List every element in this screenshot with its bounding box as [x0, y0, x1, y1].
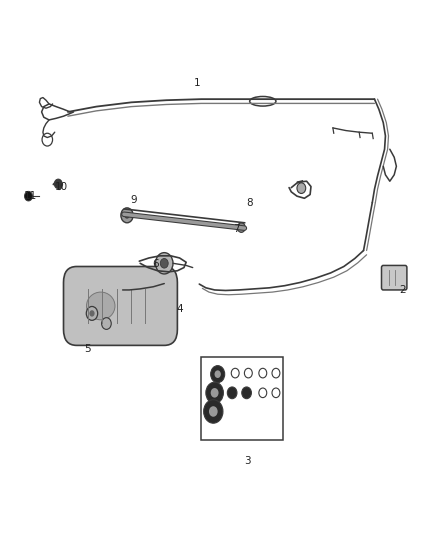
Circle shape	[211, 388, 219, 398]
Circle shape	[206, 382, 223, 403]
Text: 1: 1	[194, 78, 201, 87]
Text: 4: 4	[176, 304, 183, 314]
Ellipse shape	[86, 292, 115, 320]
Circle shape	[244, 368, 252, 378]
FancyBboxPatch shape	[64, 266, 177, 345]
Text: 7: 7	[233, 224, 240, 234]
Text: 9: 9	[130, 195, 137, 205]
Circle shape	[242, 387, 251, 399]
Circle shape	[297, 183, 306, 193]
Circle shape	[237, 223, 245, 232]
Circle shape	[204, 400, 223, 423]
Text: 3: 3	[244, 456, 251, 466]
Text: 11: 11	[24, 191, 37, 200]
Circle shape	[231, 368, 239, 378]
Circle shape	[121, 208, 133, 223]
Text: 5: 5	[84, 344, 91, 354]
Circle shape	[209, 406, 218, 417]
Circle shape	[160, 259, 168, 268]
Text: 10: 10	[55, 182, 68, 191]
Circle shape	[54, 179, 62, 189]
Circle shape	[272, 368, 280, 378]
Circle shape	[259, 368, 267, 378]
Circle shape	[259, 388, 267, 398]
Circle shape	[25, 191, 32, 201]
Circle shape	[227, 387, 237, 399]
Text: 8: 8	[246, 198, 253, 207]
Circle shape	[211, 366, 225, 383]
Circle shape	[89, 310, 95, 317]
Circle shape	[124, 212, 130, 219]
Circle shape	[155, 253, 173, 274]
Text: 2: 2	[399, 286, 406, 295]
Text: 6: 6	[152, 259, 159, 269]
Circle shape	[86, 306, 98, 320]
Circle shape	[102, 318, 111, 329]
Circle shape	[272, 388, 280, 398]
FancyBboxPatch shape	[381, 265, 407, 290]
Bar	[201, 357, 283, 440]
Circle shape	[215, 370, 221, 378]
